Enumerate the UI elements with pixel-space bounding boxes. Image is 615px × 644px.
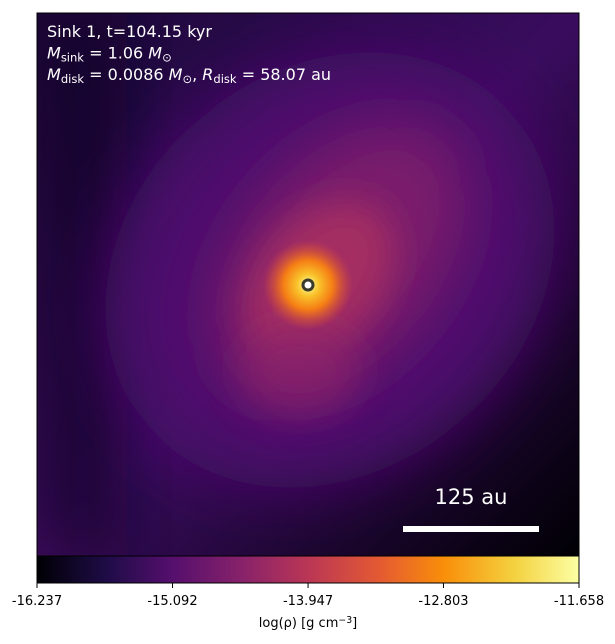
colorbar-axis: -16.237 -15.092 -13.947 -12.803 -11.658 xyxy=(12,583,604,609)
text-segment: ⊙ xyxy=(182,72,192,86)
colorbar-tick-label: -13.947 xyxy=(283,594,333,609)
text-segment: Sink 1, t=104.15 kyr xyxy=(47,22,212,41)
scale-bar-label: 125 au xyxy=(435,485,508,509)
text-segment: R xyxy=(202,65,213,84)
sink-marker xyxy=(301,278,315,292)
annotation-line: Mdisk = 0.0086 M⊙, Rdisk = 58.07 au xyxy=(47,65,331,86)
text-segment: = 1.06 xyxy=(84,44,148,63)
text-segment: M xyxy=(148,44,162,63)
text-segment: −3 xyxy=(338,615,352,626)
text-segment: log(ρ) [g cm xyxy=(259,616,339,631)
colorbar-tick-label: -11.658 xyxy=(554,594,604,609)
text-segment: M xyxy=(47,44,61,63)
annotation-line: Msink = 1.06 M⊙ xyxy=(47,44,172,65)
density-map xyxy=(37,13,579,556)
text-segment: disk xyxy=(213,72,237,86)
text-segment: , xyxy=(192,65,202,84)
scale-bar xyxy=(403,526,539,532)
colorbar-tick-label: -15.092 xyxy=(147,594,197,609)
annotation-line: Sink 1, t=104.15 kyr xyxy=(47,22,212,41)
colorbar-tick-label: -16.237 xyxy=(12,594,62,609)
text-segment: disk xyxy=(61,72,85,86)
text-segment: ] xyxy=(352,616,357,631)
colorbar-tick-label: -12.803 xyxy=(418,594,468,609)
text-segment: M xyxy=(47,65,61,84)
text-segment: M xyxy=(169,65,183,84)
text-segment: = 58.07 au xyxy=(237,65,331,84)
colorbar-label: log(ρ) [g cm−3] xyxy=(259,615,357,631)
text-segment: ⊙ xyxy=(162,51,172,65)
text-segment: sink xyxy=(61,51,84,65)
text-segment: = 0.0086 xyxy=(84,65,169,84)
colorbar xyxy=(36,555,580,584)
